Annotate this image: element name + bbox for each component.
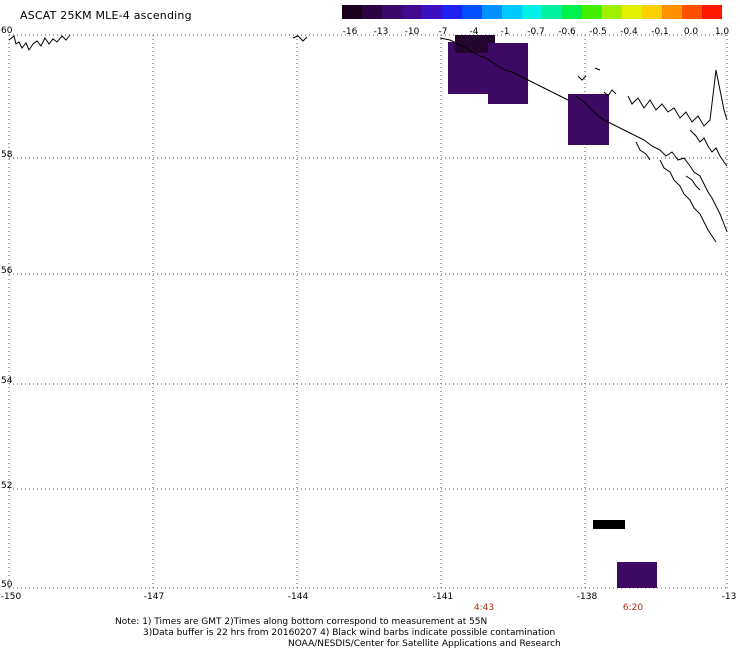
coastline-islands-1 [651,145,728,233]
coastline-panhandle-north [575,95,653,147]
color-scale-label: -13 [373,27,389,37]
color-scale-label: -0.6 [558,27,576,37]
coastline-islands-3 [689,129,728,167]
color-scale-label: -7 [438,27,448,37]
color-scale-bar [342,5,722,19]
color-scale-segment [642,5,662,19]
color-scale-label: 1.0 [714,27,730,37]
lon-label: -144 [287,592,309,602]
color-scale-segment [502,5,522,19]
lat-label: 60 [1,26,13,36]
color-scale-segment [382,5,402,19]
color-scale-label: -1 [500,27,510,37]
color-scale-label: -0.5 [589,27,607,37]
coastline-islands-4 [635,141,701,191]
coastline-alaska-northwest [8,34,71,52]
color-scale-label: -4 [469,27,479,37]
color-scale-segment [582,5,602,19]
swath-cell [568,94,609,145]
lon-label: -13 [721,592,737,602]
swath-cell [593,520,625,529]
map-frame [9,35,727,588]
graticule [8,34,728,589]
color-scale-segment [702,5,722,19]
note-line-1: Note: 1) Times are GMT 2)Times along bot… [115,617,488,627]
color-scale-label: -10 [404,27,420,37]
color-scale-label: -0.7 [527,27,545,37]
color-scale-segment [662,5,682,19]
color-scale-segment [342,5,362,19]
lat-label: 52 [1,481,13,491]
coastline-southeast-alaska [627,69,728,127]
color-scale-segment [622,5,642,19]
color-scale-segment [522,5,542,19]
color-scale-segment [442,5,462,19]
color-scale-segment [362,5,382,19]
swath-cell [488,43,528,104]
pass-time-label: 6:20 [622,603,644,613]
color-scale-segment [402,5,422,19]
pass-time-label: 4:43 [473,603,495,613]
color-scale-label: 0.0 [683,27,699,37]
lon-label: -150 [0,592,22,602]
coastline [8,34,728,243]
note-line-2: 3)Data buffer is 22 hrs from 20160207 4)… [143,628,556,638]
lat-label: 56 [1,266,13,276]
color-scale-segment [562,5,582,19]
lon-label: -141 [432,592,454,602]
swath-cell [617,562,657,588]
map-title: ASCAT 25KM MLE-4 ascending [20,9,192,22]
lat-label: 50 [1,580,13,590]
color-scale-segment [482,5,502,19]
coastline-bay [292,35,308,42]
color-scale-label: -16 [342,27,358,37]
lon-label: -147 [143,592,165,602]
lon-label: -138 [576,592,598,602]
color-scale-segment [462,5,482,19]
color-scale-labels: -16 -13 -10 -7 -4 -1 -0.7 -0.6 -0.5 -0.4 -0.1 0.0 1.… [330,27,740,39]
color-scale-label: -0.1 [651,27,669,37]
coastline-islands-2 [659,159,717,243]
lat-label: 54 [1,376,13,386]
color-scale-segment [602,5,622,19]
coastline-gulf-shore [439,37,569,101]
color-scale-segment [542,5,562,19]
color-scale-segment [682,5,702,19]
color-scale-segment [422,5,442,19]
wind-swaths [448,35,657,588]
swath-cell [455,35,495,53]
color-scale-label: -0.4 [620,27,638,37]
lat-label: 58 [1,150,13,160]
coastline-mountains [577,67,617,97]
note-line-3: NOAA/NESDIS/Center for Satellite Applica… [288,639,561,649]
